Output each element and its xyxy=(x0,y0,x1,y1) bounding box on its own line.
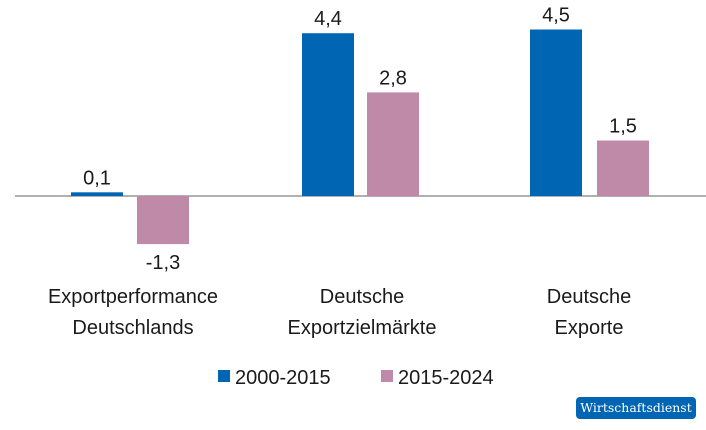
data-label: 4,5 xyxy=(542,5,570,27)
legend-label: 2015-2024 xyxy=(398,367,494,389)
category-label: Exporte xyxy=(555,317,624,339)
category-label: Exportzielmärkte xyxy=(288,317,437,339)
bar-2000-2015-1 xyxy=(302,33,354,197)
data-label: 0,1 xyxy=(83,167,111,189)
bar-2015-2024-1 xyxy=(367,92,419,196)
legend-label: 2000-2015 xyxy=(235,367,331,389)
data-label: 4,4 xyxy=(314,8,342,30)
data-label: -1,3 xyxy=(146,252,180,274)
data-label: 1,5 xyxy=(609,116,637,138)
bar-2000-2015-0 xyxy=(71,192,123,196)
legend-swatch xyxy=(218,370,230,382)
category-label: Deutsche xyxy=(320,286,405,308)
category-label: Deutschlands xyxy=(72,317,193,339)
category-label: Exportperformance xyxy=(48,286,218,308)
wirtschaftsdienst-logo: Wirtschaftsdienst xyxy=(576,397,696,419)
data-label: 2,8 xyxy=(379,67,407,89)
category-label: Deutsche xyxy=(547,286,632,308)
bar-2015-2024-0 xyxy=(137,196,189,245)
bar-2015-2024-2 xyxy=(597,140,649,196)
legend-swatch xyxy=(381,370,393,382)
bar-2000-2015-2 xyxy=(530,29,582,196)
